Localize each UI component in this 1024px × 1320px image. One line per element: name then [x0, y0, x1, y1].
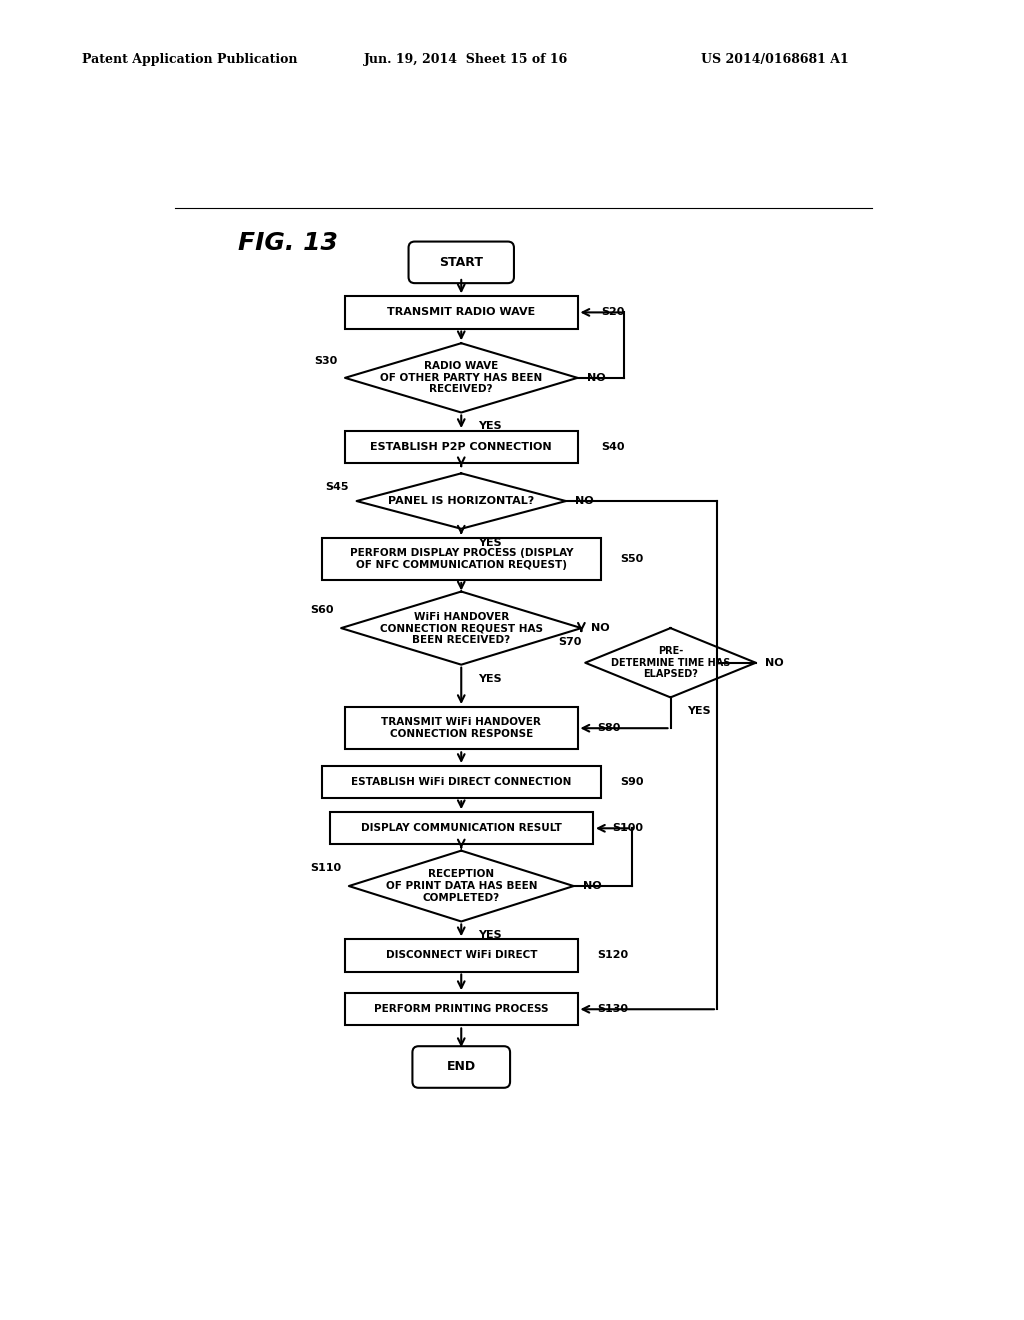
Text: Jun. 19, 2014  Sheet 15 of 16: Jun. 19, 2014 Sheet 15 of 16 [364, 53, 567, 66]
FancyBboxPatch shape [330, 812, 593, 845]
Polygon shape [341, 591, 582, 665]
Text: RADIO WAVE
OF OTHER PARTY HAS BEEN
RECEIVED?: RADIO WAVE OF OTHER PARTY HAS BEEN RECEI… [380, 362, 543, 395]
Text: END: END [446, 1060, 476, 1073]
Text: S60: S60 [310, 605, 334, 615]
Text: S70: S70 [558, 636, 582, 647]
Text: ESTABLISH P2P CONNECTION: ESTABLISH P2P CONNECTION [371, 442, 552, 453]
Text: NO: NO [587, 372, 605, 383]
FancyBboxPatch shape [345, 993, 578, 1026]
FancyBboxPatch shape [409, 242, 514, 284]
Text: S90: S90 [621, 777, 644, 787]
Text: S110: S110 [310, 863, 341, 874]
Text: S130: S130 [597, 1005, 628, 1014]
Text: NO: NO [765, 657, 783, 668]
Polygon shape [345, 343, 578, 412]
Text: FIG. 13: FIG. 13 [238, 231, 338, 255]
Text: PERFORM PRINTING PROCESS: PERFORM PRINTING PROCESS [374, 1005, 549, 1014]
FancyBboxPatch shape [322, 537, 601, 579]
Text: WiFi HANDOVER
CONNECTION REQUEST HAS
BEEN RECEIVED?: WiFi HANDOVER CONNECTION REQUEST HAS BEE… [380, 611, 543, 644]
Text: S100: S100 [612, 824, 643, 833]
Text: S120: S120 [597, 950, 628, 961]
Text: US 2014/0168681 A1: US 2014/0168681 A1 [701, 53, 849, 66]
Text: NO: NO [575, 496, 594, 506]
FancyBboxPatch shape [345, 940, 578, 972]
Text: TRANSMIT RADIO WAVE: TRANSMIT RADIO WAVE [387, 308, 536, 317]
Text: S80: S80 [597, 723, 621, 733]
Text: DISPLAY COMMUNICATION RESULT: DISPLAY COMMUNICATION RESULT [360, 824, 562, 833]
Text: Patent Application Publication: Patent Application Publication [82, 53, 297, 66]
Text: YES: YES [478, 537, 502, 548]
FancyBboxPatch shape [345, 708, 578, 750]
Text: YES: YES [478, 421, 502, 432]
FancyBboxPatch shape [345, 296, 578, 329]
Polygon shape [586, 628, 756, 697]
Text: START: START [439, 256, 483, 269]
Text: S50: S50 [621, 554, 643, 564]
Text: YES: YES [478, 931, 502, 940]
Text: ESTABLISH WiFi DIRECT CONNECTION: ESTABLISH WiFi DIRECT CONNECTION [351, 777, 571, 787]
FancyBboxPatch shape [322, 766, 601, 799]
Text: NO: NO [591, 623, 609, 634]
Text: YES: YES [478, 673, 502, 684]
Text: S20: S20 [601, 308, 624, 317]
Polygon shape [356, 474, 566, 529]
FancyBboxPatch shape [345, 430, 578, 463]
Text: PERFORM DISPLAY PROCESS (DISPLAY
OF NFC COMMUNICATION REQUEST): PERFORM DISPLAY PROCESS (DISPLAY OF NFC … [349, 548, 573, 570]
Text: RECEPTION
OF PRINT DATA HAS BEEN
COMPLETED?: RECEPTION OF PRINT DATA HAS BEEN COMPLET… [385, 870, 537, 903]
Text: NO: NO [583, 880, 601, 891]
FancyBboxPatch shape [413, 1047, 510, 1088]
Text: PANEL IS HORIZONTAL?: PANEL IS HORIZONTAL? [388, 496, 535, 506]
Text: S45: S45 [326, 482, 349, 492]
Text: PRE-
DETERMINE TIME HAS
ELAPSED?: PRE- DETERMINE TIME HAS ELAPSED? [610, 647, 730, 680]
Text: TRANSMIT WiFi HANDOVER
CONNECTION RESPONSE: TRANSMIT WiFi HANDOVER CONNECTION RESPON… [381, 717, 542, 739]
Text: S30: S30 [314, 355, 337, 366]
Polygon shape [349, 850, 573, 921]
Text: YES: YES [687, 706, 712, 717]
Text: S40: S40 [601, 442, 625, 453]
Text: DISCONNECT WiFi DIRECT: DISCONNECT WiFi DIRECT [385, 950, 537, 961]
